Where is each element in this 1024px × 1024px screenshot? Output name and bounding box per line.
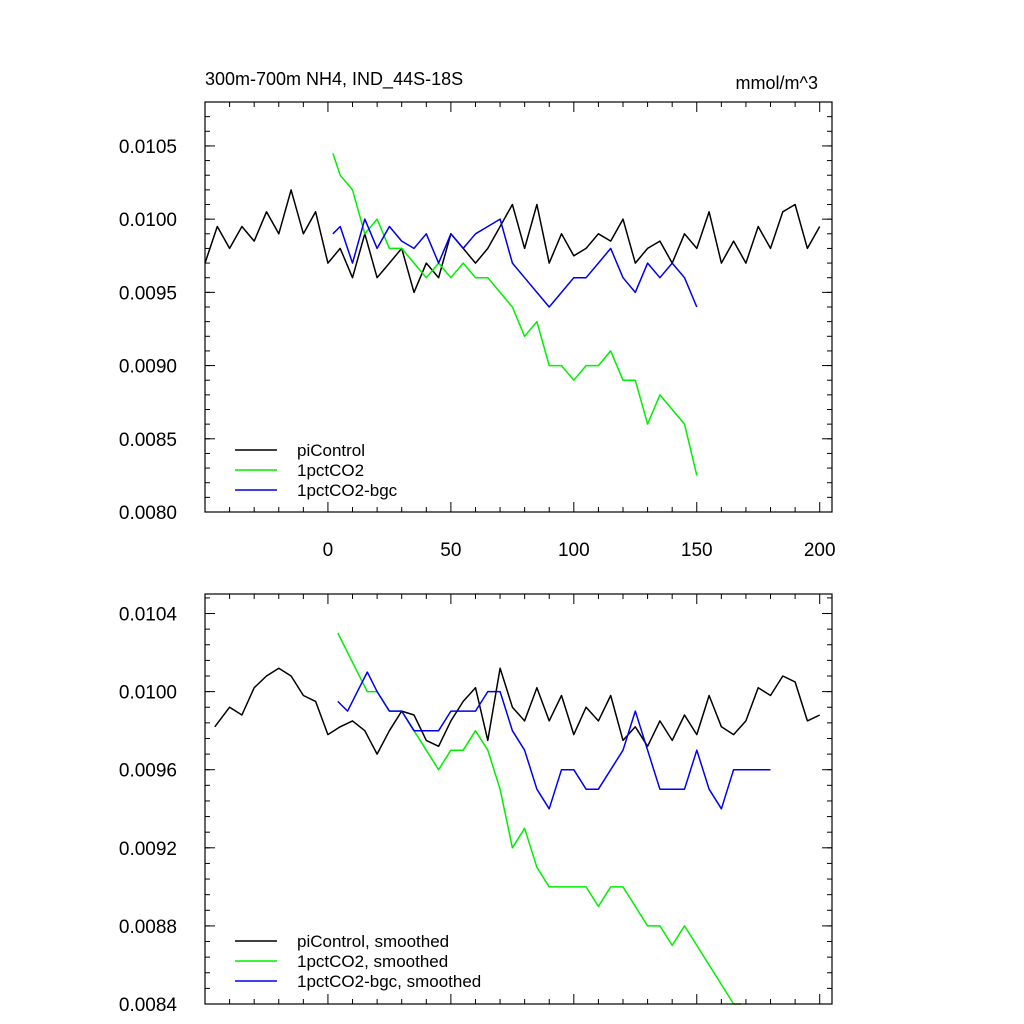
y-tick-label: 0.0104 [119,605,178,626]
x-tick-label: 50 [440,540,461,561]
series-line-1pctco2-bgc [332,218,698,308]
series-line-picontrol-smoothed [214,667,821,755]
bottom-series-group [214,632,821,1005]
bottom-plot-frame [204,593,833,1005]
y-tick-label: 0.0100 [119,683,177,704]
bottom-ticks [205,594,832,1005]
top-plot-frame [204,101,833,513]
legend-label: 1pctCO2 [297,461,364,480]
series-line-1pctco2 [332,153,698,476]
y-tick-label: 0.0080 [119,503,177,524]
y-tick-label: 0.0090 [119,357,177,378]
x-tick-label: 0 [323,540,334,561]
top-series-group [204,153,821,476]
y-tick-label: 0.0085 [119,430,177,451]
top-panel: 300m-700m NH4, IND_44S-18S mmol/m^3 0 50 1… [119,69,836,561]
x-tick-label: 150 [681,540,713,561]
x-tick-label: 200 [804,540,836,561]
series-line-picontrol [204,189,821,294]
y-tick-label: 0.0088 [119,917,177,938]
chart-title: 300m-700m NH4, IND_44S-18S [205,69,463,90]
y-tick-label: 0.0105 [119,137,177,158]
series-line-1pctco2-bgc-smoothed [337,671,771,810]
legend-label: piControl, smoothed [297,932,449,951]
top-tick-labels: 0 50 100 150 200 0.0080 0.0085 0.0090 0.0095 0.01… [119,137,836,561]
units-label: mmol/m^3 [736,73,818,93]
y-tick-label: 0.0092 [119,839,177,860]
y-tick-label: 0.0095 [119,283,177,304]
y-tick-label: 0.0084 [119,995,178,1016]
legend-label: 1pctCO2-bgc [297,481,398,500]
bottom-tick-labels: 0.0084 0.0088 0.0092 0.0096 0.0100 0.0104 [119,605,178,1016]
legend-label: piControl [297,441,365,460]
y-tick-label: 0.0096 [119,761,177,782]
legend-label: 1pctCO2-bgc, smoothed [297,972,481,991]
legend-label: 1pctCO2, smoothed [297,952,448,971]
x-tick-label: 100 [558,540,590,561]
bottom-panel: 0.0084 0.0088 0.0092 0.0096 0.0100 0.0104 piC… [119,593,833,1016]
y-tick-label: 0.0100 [119,210,177,231]
